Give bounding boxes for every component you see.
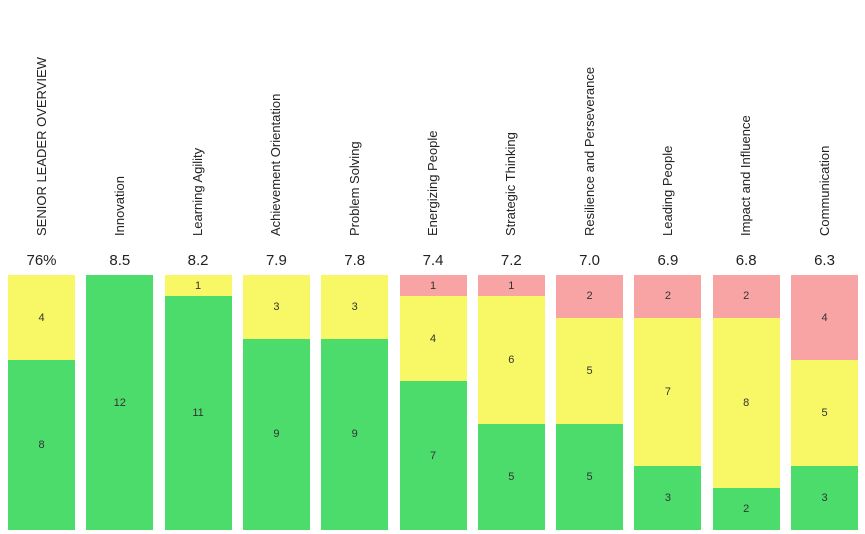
bar-segment-red: 1 — [477, 275, 545, 297]
category-label: Problem Solving — [346, 141, 362, 236]
bar-segment-red: 1 — [399, 275, 467, 297]
category-label: Energizing People — [425, 130, 440, 236]
bar-segment-green: 8 — [8, 360, 75, 530]
score-label: 7.0 — [579, 252, 601, 269]
chart-column: Energizing People 7.4 7 4 1 — [399, 0, 467, 534]
score-label: 7.4 — [422, 252, 444, 269]
bar-segment-green: 2 — [712, 487, 780, 530]
chart-column: Strategic Thinking 7.2 5 6 1 — [477, 0, 545, 534]
bar-segment-green: 3 — [634, 466, 702, 530]
category-label: Impact and Influence — [738, 115, 754, 236]
bar-segment-yellow: 1 — [164, 275, 232, 297]
bar-segment-yellow: 7 — [634, 317, 702, 467]
bar-segment-yellow: 6 — [477, 296, 545, 424]
chart-column: Communication 6.3 3 5 4 — [791, 0, 858, 534]
score-label: 6.8 — [735, 252, 757, 269]
category-label: Innovation — [111, 176, 127, 236]
bar-segment-yellow: 8 — [712, 317, 780, 488]
bar-segment-red: 2 — [556, 275, 624, 318]
category-label: Achievement Orientation — [268, 93, 284, 236]
bar-segment-yellow: 5 — [791, 360, 858, 467]
bar-segment-green: 5 — [477, 423, 545, 530]
chart-column: SENIOR LEADER OVERVIEW 76% 8 4 — [8, 0, 75, 534]
bar-segment-green: 3 — [791, 466, 858, 530]
chart-column: Achievement Orientation 7.9 9 3 — [242, 0, 310, 534]
bar-segment-yellow: 3 — [242, 275, 310, 339]
score-label: 7.2 — [500, 252, 522, 269]
bar-segment-green: 5 — [556, 423, 624, 530]
stacked-bar: 12 — [86, 275, 154, 530]
bar-segment-yellow: 3 — [321, 275, 389, 339]
score-label: 7.8 — [344, 252, 366, 269]
bar-segment-yellow: 4 — [8, 275, 75, 360]
bar-segment-yellow: 5 — [556, 317, 624, 424]
category-label: Communication — [816, 145, 832, 236]
score-label: 8.2 — [187, 252, 209, 269]
bar-segment-red: 2 — [712, 275, 780, 318]
bar-segment-green: 9 — [242, 338, 310, 530]
category-label: SENIOR LEADER OVERVIEW — [33, 57, 49, 236]
bar-segment-green: 11 — [164, 296, 232, 530]
bar-segment-red: 4 — [791, 275, 858, 360]
chart-column: Leading People 6.9 3 7 2 — [634, 0, 702, 534]
score-label: 6.3 — [814, 252, 835, 269]
score-label: 76% — [26, 252, 57, 269]
bar-segment-red: 2 — [634, 275, 702, 318]
bar-segment-green: 9 — [321, 338, 389, 530]
stacked-bar: 11 1 — [164, 275, 232, 530]
category-label: Learning Agility — [190, 147, 206, 236]
bar-segment-yellow: 4 — [399, 296, 467, 382]
category-label: Resilience and Perseverance — [581, 66, 597, 236]
chart-column: Learning Agility 8.2 11 1 — [164, 0, 232, 534]
score-label: 6.9 — [657, 252, 679, 269]
chart-column: Impact and Influence 6.8 2 8 2 — [712, 0, 780, 534]
category-label: Strategic Thinking — [503, 132, 519, 236]
chart-column: Innovation 8.5 12 — [86, 0, 154, 534]
category-label: Leading People — [659, 145, 675, 236]
score-label: 8.5 — [109, 252, 131, 269]
chart-column: Resilience and Perseverance 7.0 5 5 2 — [556, 0, 624, 534]
bar-segment-green: 7 — [399, 381, 467, 530]
chart-column: Problem Solving 7.8 9 3 — [321, 0, 389, 534]
bar-segment-green: 12 — [86, 275, 154, 530]
score-label: 7.9 — [265, 252, 287, 269]
